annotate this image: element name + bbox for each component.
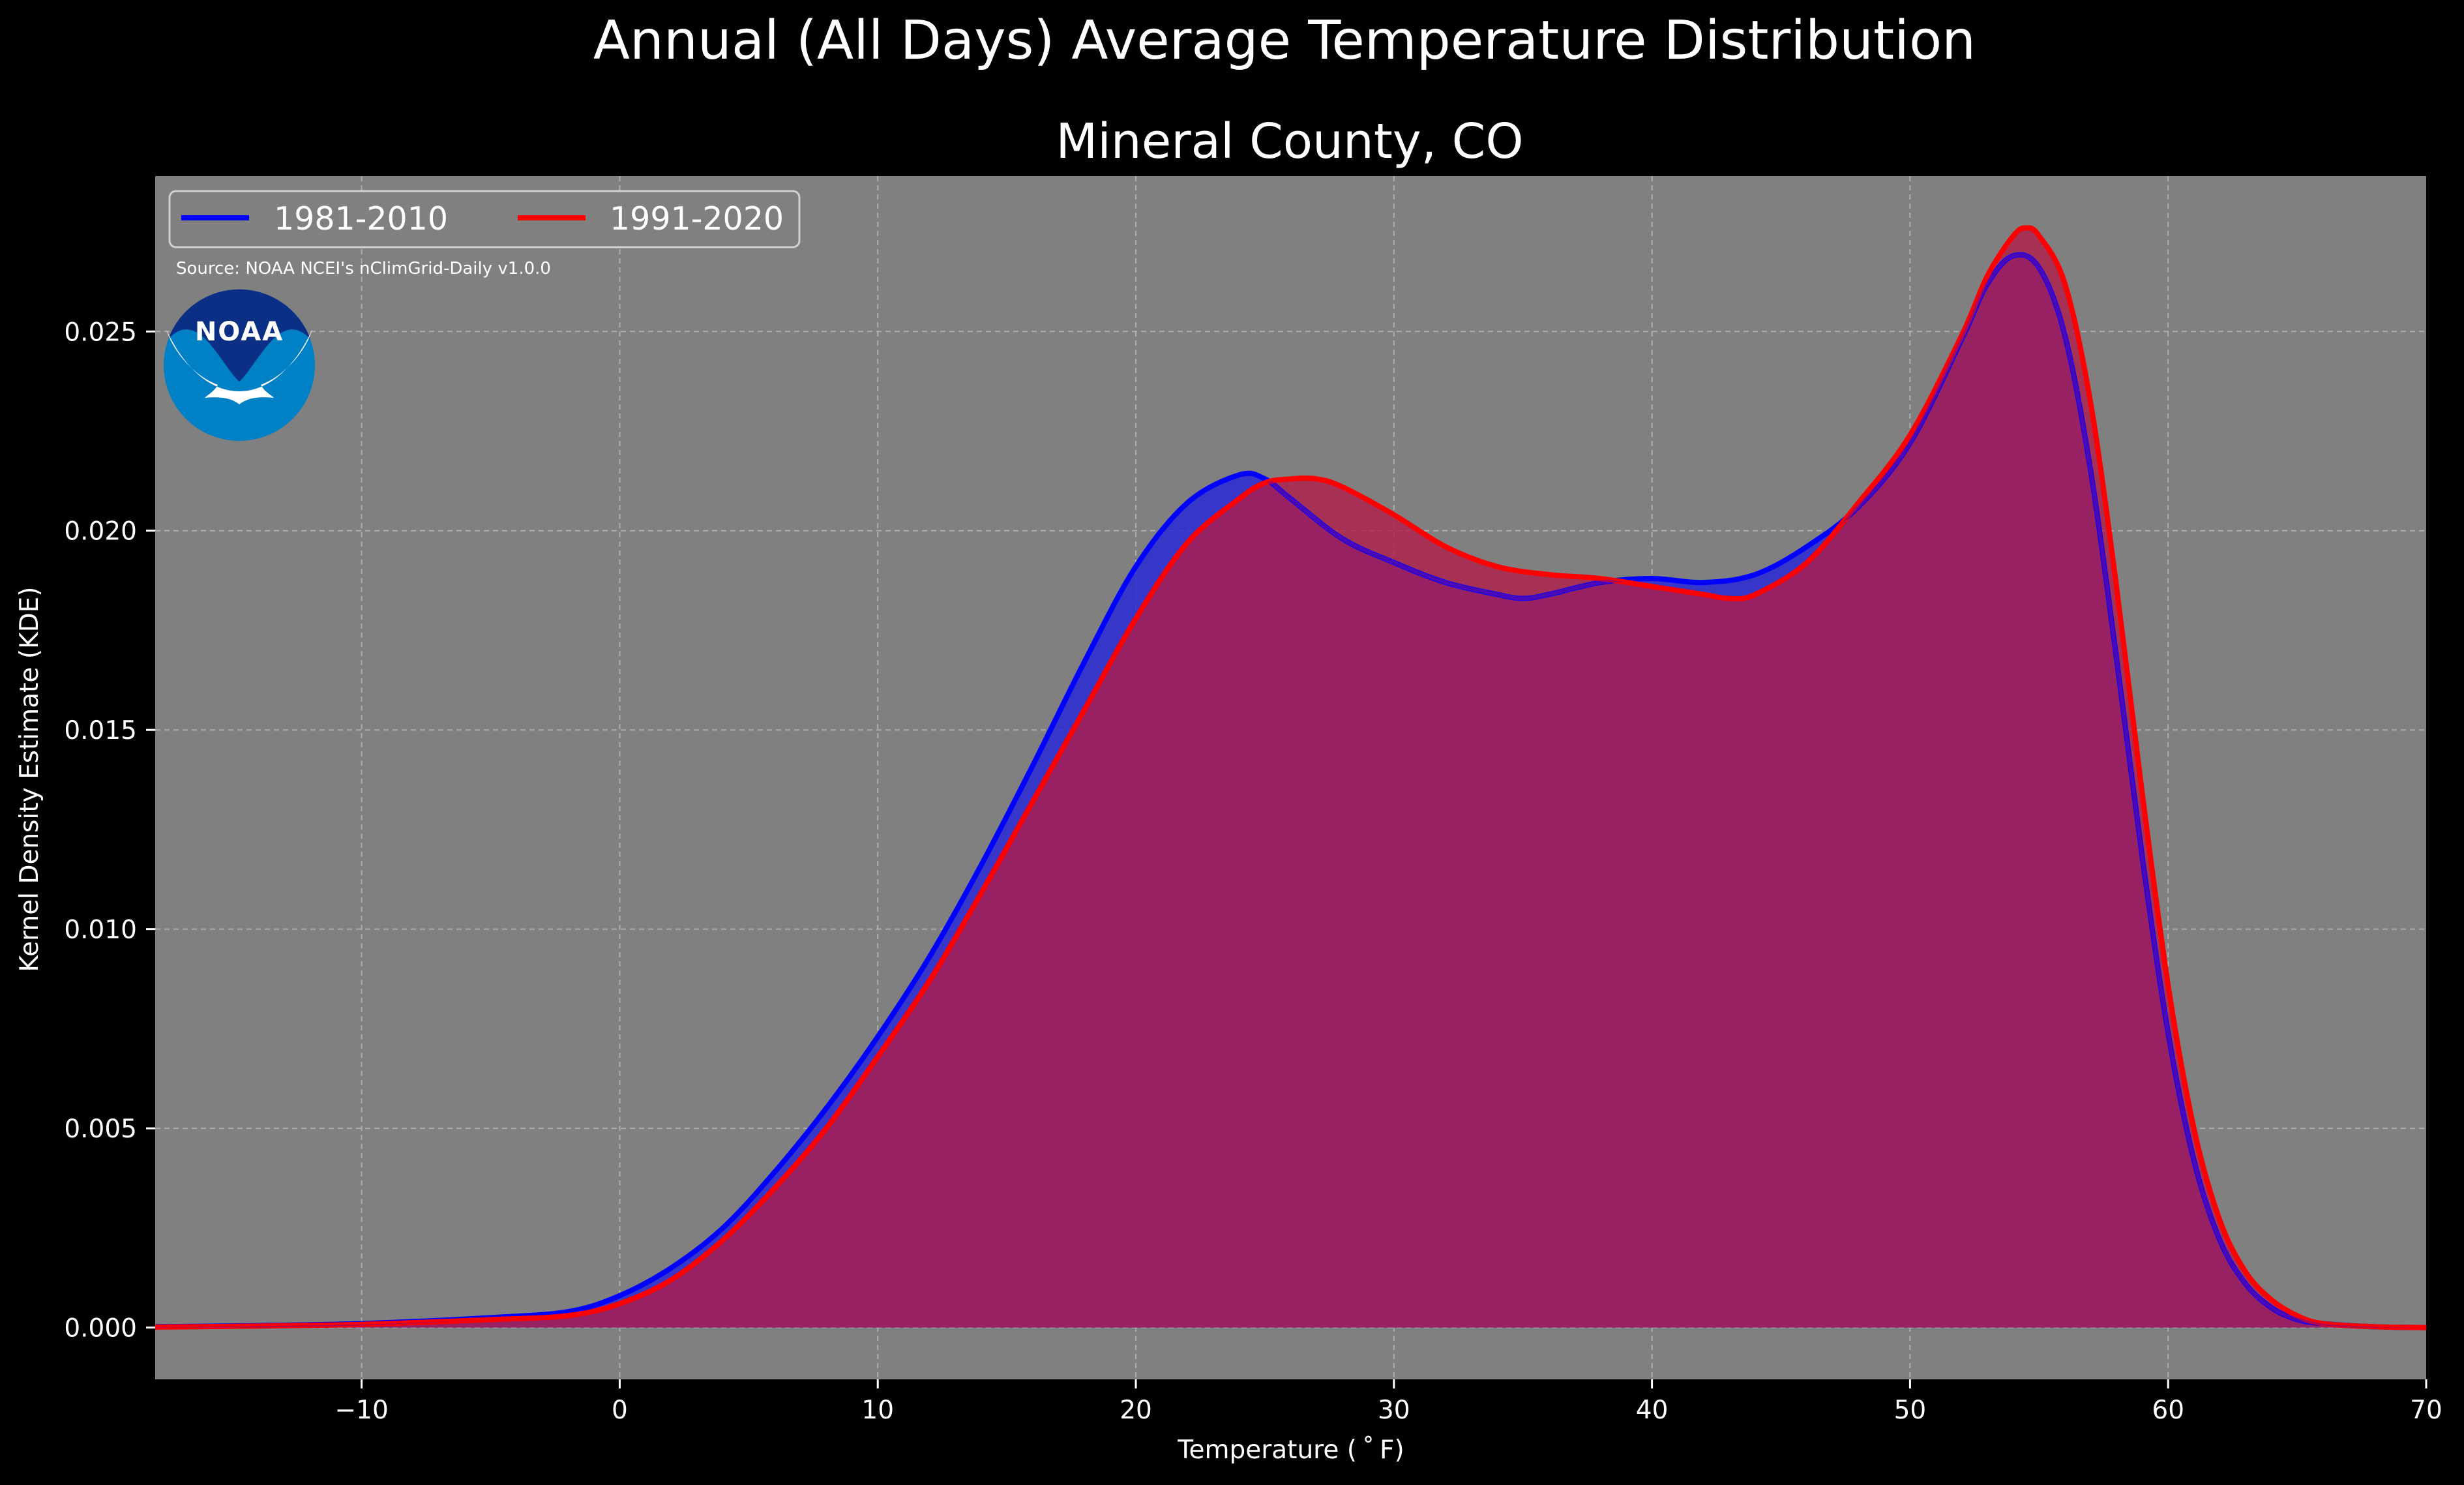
x-tick-label: 40 <box>1636 1396 1669 1425</box>
noaa-logo-text: NOAA <box>195 317 284 347</box>
series-1991-2020-area <box>155 228 2426 1328</box>
y-tick-label: 0.005 <box>64 1115 137 1144</box>
x-tick-label: 10 <box>861 1396 894 1425</box>
x-tick-label: 60 <box>2152 1396 2184 1425</box>
x-tick-label: −10 <box>334 1396 388 1425</box>
y-axis: 0.000 0.005 0.010 0.015 0.020 0.025 <box>64 318 155 1343</box>
legend-label-1981-2010: 1981-2010 <box>274 200 448 237</box>
noaa-logo-inner <box>168 289 310 382</box>
y-tick-label: 0.015 <box>64 716 137 745</box>
series-1991-2020-line <box>155 225 2427 1330</box>
x-tick-label: 70 <box>2410 1396 2442 1425</box>
y-axis-label: Kernel Density Estimate (KDE) <box>15 587 44 972</box>
y-tick-label: 0.020 <box>64 517 137 547</box>
y-tick-label: 0.010 <box>64 916 137 945</box>
x-axis-label: Temperature ( ˚ F) <box>1177 1435 1404 1465</box>
noaa-logo: NOAA <box>164 289 315 441</box>
series-group <box>155 225 2427 1330</box>
legend-label-1991-2020: 1991-2020 <box>610 200 784 237</box>
x-tick-label: 50 <box>1894 1396 1927 1425</box>
x-tick-label: 30 <box>1378 1396 1410 1425</box>
chart-title: Annual (All Days) Average Temperature Di… <box>593 10 1976 72</box>
x-tick-label: 20 <box>1120 1396 1152 1425</box>
y-tick-label: 0.025 <box>64 318 137 347</box>
legend-box <box>168 190 801 248</box>
source-note: Source: NOAA NCEI's nClimGrid-Daily v1.0… <box>176 259 551 278</box>
chart-subtitle: Mineral County, CO <box>1056 113 1523 170</box>
x-axis: −10 0 10 20 30 40 50 60 70 <box>334 1379 2442 1425</box>
x-tick-label: 0 <box>612 1396 628 1425</box>
y-tick-label: 0.000 <box>64 1314 137 1343</box>
legend: 1981-2010 1991-2020 <box>168 190 801 248</box>
